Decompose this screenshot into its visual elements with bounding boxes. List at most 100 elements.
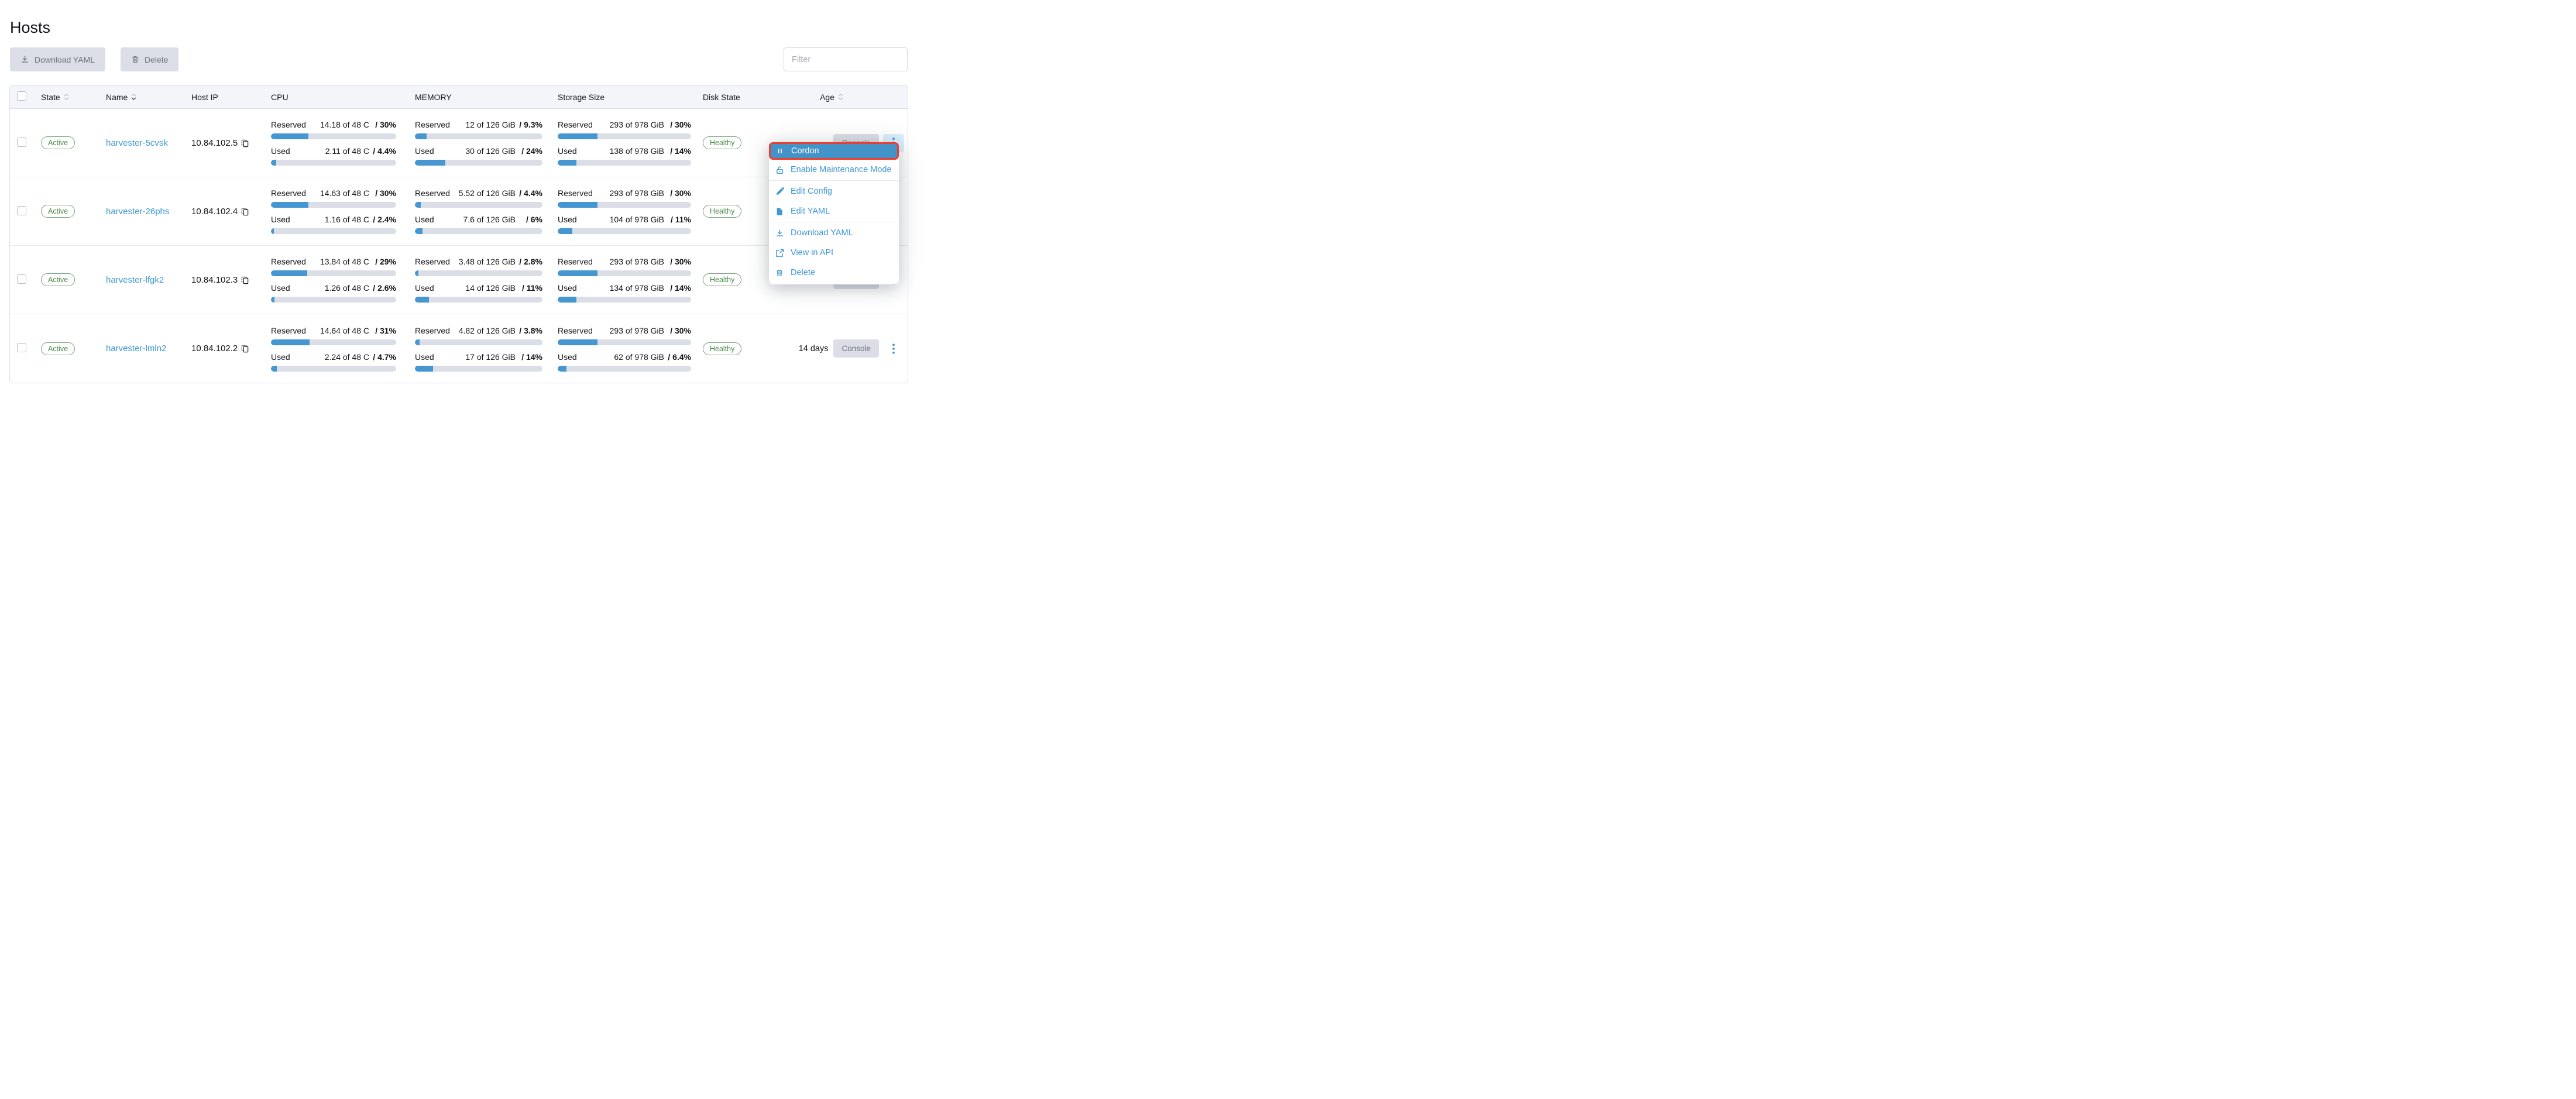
used-label: Used (415, 283, 434, 293)
storage-used-percent: / 11% (670, 215, 691, 224)
column-header-name[interactable]: Name (100, 92, 186, 102)
storage-reserved-value: 293 of 978 GiB (609, 120, 664, 129)
reserved-label: Reserved (415, 188, 450, 198)
column-header-memory[interactable]: MEMORY (415, 92, 452, 102)
filter-input[interactable] (784, 47, 908, 71)
menu-item-cordon[interactable]: Cordon (769, 142, 899, 160)
host-ip: 10.84.102.2 (191, 344, 238, 353)
cpu-used-percent: / 2.4% (373, 215, 396, 224)
host-name-link[interactable]: harvester-5cvsk (106, 138, 168, 148)
download-yaml-label: Download YAML (35, 54, 95, 64)
delete-button-label: Delete (145, 54, 169, 64)
host-name-link[interactable]: harvester-lfgk2 (106, 274, 164, 285)
row-checkbox[interactable] (17, 137, 26, 147)
cpu-used-value: 2.24 of 48 C (324, 352, 369, 362)
cpu-reserved-value: 13.84 of 48 C (320, 257, 369, 266)
cpu-used-value: 1.16 of 48 C (324, 215, 369, 224)
column-header-host-ip[interactable]: Host IP (191, 92, 218, 102)
used-label: Used (558, 283, 577, 293)
cpu-reserved-bar (271, 270, 396, 276)
host-ip: 10.84.102.5 (191, 138, 238, 148)
memory-reserved-bar (415, 133, 542, 139)
column-header-cpu[interactable]: CPU (271, 92, 288, 102)
cpu-metric: Reserved 14.63 of 48 C / 30% Used 1.16 o… (271, 188, 406, 234)
reserved-label: Reserved (558, 257, 593, 266)
used-label: Used (558, 146, 577, 156)
cpu-used-percent: / 4.4% (373, 146, 396, 156)
menu-item-enable-maintenance-mode[interactable]: Enable Maintenance Mode (769, 160, 899, 180)
menu-item-edit-config[interactable]: Edit Config (769, 181, 899, 201)
menu-item-download-yaml[interactable]: Download YAML (769, 223, 899, 243)
cpu-used-bar (271, 228, 396, 234)
row-actions-kebab[interactable] (883, 339, 904, 358)
column-header-state[interactable]: State (36, 92, 100, 102)
memory-used-value: 17 of 126 GiB (465, 352, 516, 362)
row-checkbox[interactable] (17, 343, 26, 352)
download-yaml-button[interactable]: Download YAML (10, 47, 105, 71)
reserved-label: Reserved (415, 325, 450, 335)
storage-used-percent: / 14% (670, 283, 691, 293)
menu-item-edit-yaml[interactable]: Edit YAML (769, 201, 899, 221)
trash-icon (775, 269, 785, 277)
storage-reserved-percent: / 30% (670, 325, 691, 335)
memory-used-value: 30 of 126 GiB (465, 146, 516, 156)
cpu-metric: Reserved 14.64 of 48 C / 31% Used 2.24 o… (271, 326, 406, 372)
reserved-label: Reserved (558, 120, 593, 129)
storage-reserved-bar (558, 270, 691, 276)
reserved-label: Reserved (271, 325, 306, 335)
cpu-used-bar (271, 297, 396, 303)
disk-state-badge: Healthy (703, 136, 742, 149)
cpu-used-percent: / 4.7% (373, 352, 396, 362)
menu-item-view-in-api[interactable]: View in API (769, 243, 899, 263)
copy-icon[interactable] (241, 139, 249, 147)
memory-reserved-percent: / 3.8% (519, 325, 542, 335)
external-link-icon (775, 249, 785, 257)
memory-reserved-percent: / 9.3% (519, 120, 542, 129)
used-label: Used (558, 352, 577, 362)
console-button[interactable]: Console (833, 339, 879, 358)
storage-metric: Reserved 293 of 978 GiB / 30% Used 104 o… (558, 188, 697, 234)
cpu-reserved-percent: / 30% (375, 188, 396, 198)
used-label: Used (271, 215, 290, 224)
file-icon (775, 207, 785, 216)
column-header-disk-state[interactable]: Disk State (703, 92, 740, 102)
menu-separator (769, 180, 899, 181)
storage-reserved-value: 293 of 978 GiB (609, 188, 664, 198)
state-badge: Active (41, 205, 75, 218)
hosts-table: State Name Host IP CPU MEMORY Storage Si… (9, 85, 908, 383)
pencil-icon (775, 187, 785, 196)
delete-button[interactable]: Delete (121, 47, 179, 71)
cpu-used-percent: / 2.6% (373, 283, 396, 293)
memory-used-bar (415, 365, 542, 372)
host-name-link[interactable]: harvester-lmln2 (106, 344, 167, 353)
table-row: Active harvester-lmln2 10.84.102.2 Reser… (10, 314, 908, 383)
storage-used-bar (558, 160, 691, 166)
memory-reserved-value: 4.82 of 126 GiB (458, 325, 516, 335)
copy-icon[interactable] (241, 276, 249, 284)
row-checkbox[interactable] (17, 274, 26, 284)
column-header-age[interactable]: Age (753, 92, 908, 102)
used-label: Used (415, 352, 434, 362)
select-all-checkbox[interactable] (17, 91, 26, 101)
memory-used-percent: / 14% (521, 352, 542, 362)
memory-reserved-value: 12 of 126 GiB (465, 120, 516, 129)
storage-reserved-percent: / 30% (670, 120, 691, 129)
memory-used-value: 7.6 of 126 GiB (463, 215, 516, 224)
row-checkbox[interactable] (17, 205, 26, 215)
host-ip: 10.84.102.4 (191, 206, 238, 217)
unlock-icon (775, 166, 785, 174)
menu-item-delete[interactable]: Delete (769, 263, 899, 283)
used-label: Used (558, 215, 577, 224)
storage-used-bar (558, 365, 691, 372)
host-name-link[interactable]: harvester-26phs (106, 206, 170, 217)
copy-icon[interactable] (241, 344, 249, 353)
memory-reserved-bar (415, 202, 542, 208)
column-header-storage-size[interactable]: Storage Size (558, 92, 605, 102)
reserved-label: Reserved (271, 188, 306, 198)
cpu-reserved-value: 14.63 of 48 C (320, 188, 369, 198)
cpu-reserved-bar (271, 133, 396, 139)
cpu-metric: Reserved 13.84 of 48 C / 29% Used 1.26 o… (271, 257, 406, 303)
disk-state-badge: Healthy (703, 205, 742, 218)
storage-reserved-bar (558, 202, 691, 208)
copy-icon[interactable] (241, 207, 249, 216)
